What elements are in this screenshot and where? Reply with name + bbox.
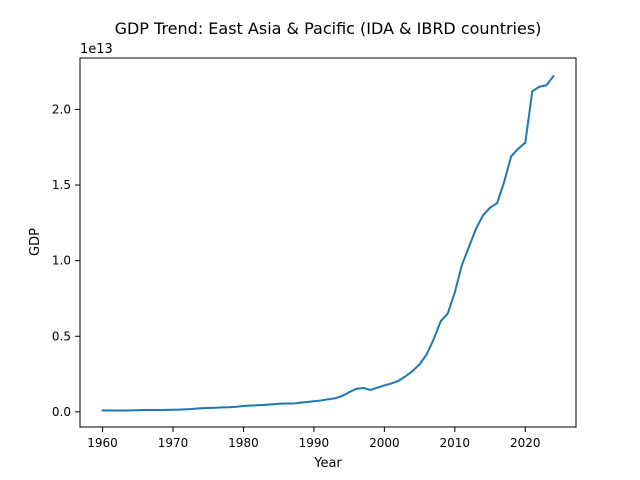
gdp-series-line (101, 75, 555, 412)
data-point (221, 406, 224, 409)
data-point (489, 206, 492, 209)
data-point (263, 403, 266, 406)
data-point (355, 387, 358, 390)
data-point (327, 398, 329, 401)
data-point (277, 402, 280, 405)
data-point (150, 409, 153, 412)
data-point (383, 384, 386, 387)
data-point (411, 370, 414, 373)
data-points (101, 75, 555, 412)
y-tick-label: 2.0 (52, 102, 71, 116)
data-point (404, 375, 407, 378)
data-point (369, 388, 372, 391)
data-point (291, 402, 294, 405)
x-tick-label: 1970 (158, 436, 189, 450)
y-ticks: 0.0 0.5 1.0 1.5 2.0 (52, 102, 80, 419)
data-point (193, 407, 196, 410)
data-point (460, 264, 463, 267)
y-tick-label: 0.0 (52, 405, 71, 419)
data-point (425, 353, 428, 356)
data-point (256, 404, 259, 407)
data-point (207, 406, 210, 409)
data-point (235, 405, 238, 408)
data-point (482, 214, 484, 217)
data-point (228, 406, 231, 409)
data-point (453, 291, 456, 294)
data-point (545, 84, 548, 87)
data-point (510, 155, 513, 158)
data-point (122, 409, 125, 412)
data-point (186, 408, 189, 411)
data-point (376, 386, 379, 389)
data-point (474, 227, 477, 230)
x-tick-label: 2010 (440, 436, 471, 450)
data-point (432, 338, 435, 341)
data-point (503, 181, 506, 184)
y-tick-label: 1.5 (52, 178, 71, 192)
data-point (143, 409, 146, 412)
data-point (136, 409, 139, 412)
x-tick-label: 1990 (299, 436, 330, 450)
data-point (397, 379, 400, 382)
x-ticks: 1960 1970 1980 1990 2000 2010 2020 (87, 427, 541, 450)
data-point (129, 409, 132, 412)
y-axis-label: GDP (28, 228, 43, 256)
data-point (390, 382, 393, 385)
data-point (284, 402, 287, 405)
data-point (242, 404, 245, 407)
data-point (439, 320, 442, 323)
data-point (298, 401, 301, 404)
y-tick-label: 1.0 (52, 254, 71, 268)
data-point (362, 386, 365, 389)
data-point (305, 401, 308, 404)
data-point (341, 394, 344, 397)
x-tick-label: 1980 (228, 436, 259, 450)
data-point (312, 400, 315, 403)
data-point (108, 409, 111, 412)
data-point (496, 202, 499, 205)
plot-frame (79, 57, 577, 428)
x-tick-label: 2020 (510, 436, 541, 450)
data-point (319, 399, 322, 402)
data-point (446, 312, 449, 315)
data-point (164, 408, 167, 411)
data-point (101, 409, 104, 412)
data-point (552, 75, 555, 78)
data-point (524, 141, 527, 144)
data-point (214, 406, 217, 409)
data-point (517, 147, 520, 150)
y-offset-label: 1e13 (80, 42, 113, 57)
data-point (249, 404, 252, 407)
chart-title: GDP Trend: East Asia & Pacific (IDA & IB… (115, 19, 542, 38)
data-point (348, 391, 351, 394)
data-point (531, 90, 534, 93)
data-point (200, 407, 203, 410)
x-tick-label: 2000 (369, 436, 400, 450)
data-point (538, 85, 541, 88)
data-point (179, 408, 182, 411)
data-point (334, 397, 337, 400)
data-point (157, 409, 160, 412)
x-tick-label: 1960 (87, 436, 118, 450)
data-point (418, 363, 421, 366)
y-tick-label: 0.5 (52, 329, 71, 343)
data-point (467, 246, 470, 249)
data-point (115, 409, 118, 412)
data-point (172, 408, 174, 411)
x-axis-label: Year (313, 456, 342, 471)
data-point (270, 403, 273, 406)
